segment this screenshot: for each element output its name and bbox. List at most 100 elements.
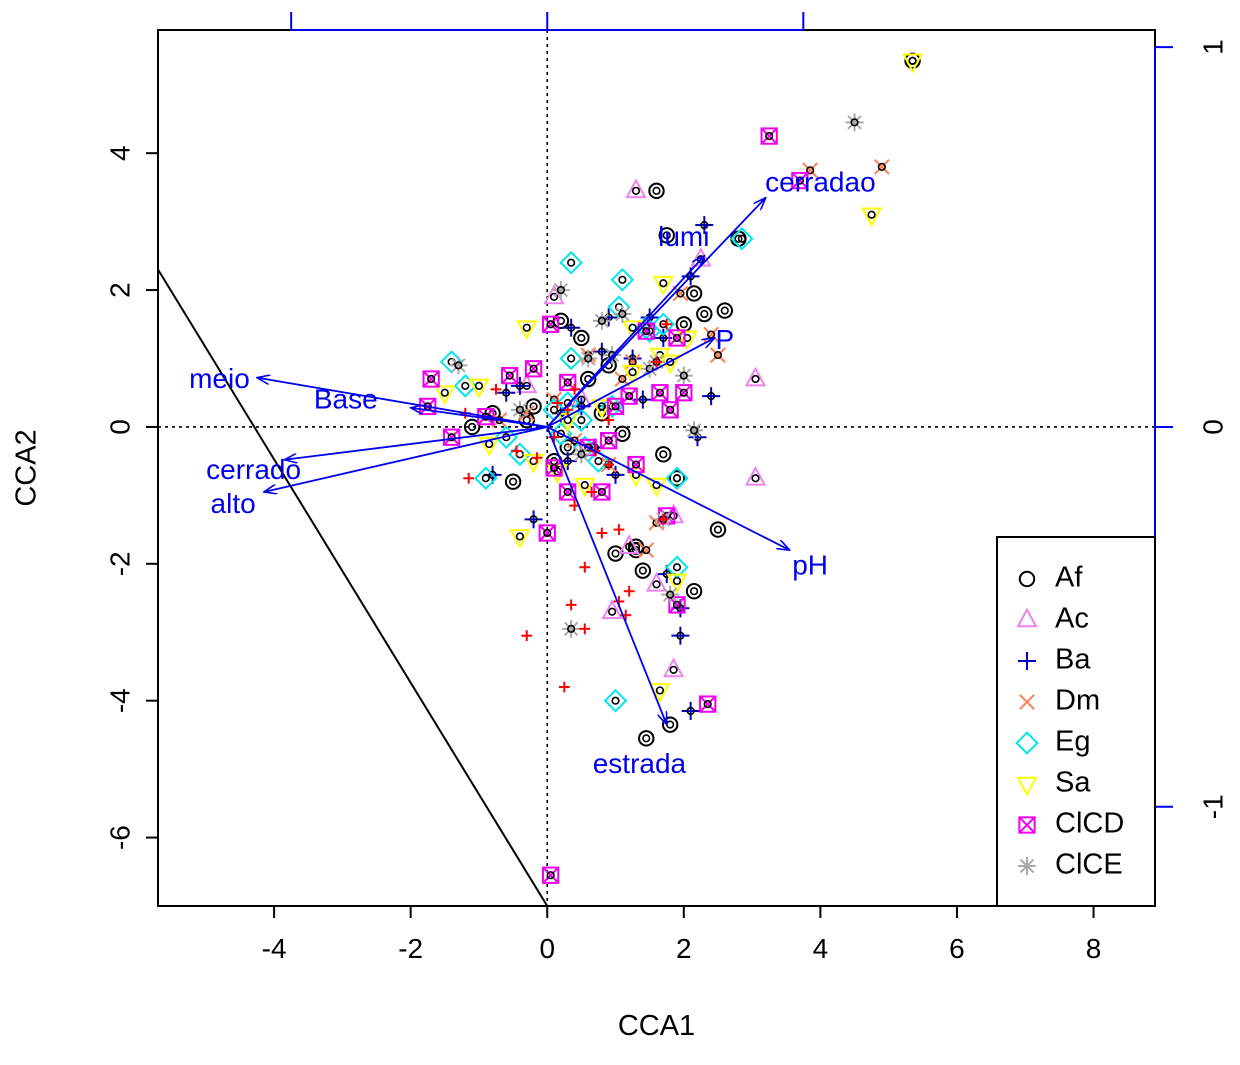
- point-sites: [531, 452, 543, 464]
- point-sites: [586, 486, 598, 498]
- point-centroid-marker: [666, 357, 675, 367]
- arrow-pH: [546, 426, 789, 550]
- point-af: [668, 470, 686, 487]
- point-centroid-marker: [713, 350, 723, 360]
- point-clcd: [661, 401, 679, 419]
- point-centroid-marker: [686, 272, 695, 281]
- point-centroid-marker: [686, 706, 695, 716]
- point-ba: [702, 387, 721, 406]
- point-centroid-marker: [625, 392, 634, 401]
- point-clce: [674, 366, 693, 385]
- point-clce: [551, 281, 570, 300]
- point-centroid-marker: [672, 474, 682, 483]
- point-centroid-marker: [474, 381, 484, 390]
- point-sa: [649, 683, 671, 703]
- point-centroid-marker: [672, 333, 682, 343]
- point-centroid-marker: [597, 347, 606, 356]
- point-centroid-marker: [570, 436, 579, 445]
- arrow-cerradao: [546, 198, 766, 428]
- point-centroid-marker: [628, 323, 637, 332]
- arrow-meio: [257, 378, 548, 428]
- point-centroid-marker: [666, 405, 675, 414]
- point-centroid-marker: [679, 388, 688, 397]
- point-eg: [665, 466, 689, 491]
- point-centroid-marker: [751, 374, 760, 384]
- point-ac: [645, 571, 668, 592]
- y-tick-label: 2: [104, 282, 135, 298]
- right-axis-tick-label: 0: [1197, 419, 1228, 435]
- point-centroid-marker: [577, 450, 586, 459]
- x-tick-label: -2: [398, 933, 423, 964]
- point-sa: [574, 477, 596, 498]
- point-centroid-marker: [604, 436, 613, 445]
- point-centroid-marker: [529, 364, 538, 373]
- point-clce: [579, 349, 598, 368]
- point-centroid-marker: [488, 470, 497, 479]
- point-ac: [662, 657, 685, 678]
- point-centroid-marker: [652, 580, 661, 589]
- point-sites: [565, 599, 577, 611]
- point-centroid-marker: [440, 388, 449, 397]
- point-centroid-marker: [737, 234, 746, 243]
- point-sa: [666, 573, 688, 594]
- arrow-label-pH: pH: [792, 550, 828, 581]
- point-centroid-marker: [454, 361, 463, 370]
- point-centroid-marker: [618, 309, 627, 319]
- point-ba: [524, 510, 543, 529]
- point-centroid-marker: [850, 118, 859, 127]
- point-sa: [621, 364, 644, 385]
- point-centroid-marker: [546, 871, 555, 880]
- point-centroid-marker: [529, 402, 538, 411]
- point-clcd: [538, 524, 556, 542]
- arrow-label-Base: Base: [314, 383, 378, 414]
- point-clce: [661, 585, 680, 604]
- point-clcd: [791, 171, 809, 190]
- arrow-lumi: [546, 256, 704, 428]
- legend-symbol-eg: [1015, 731, 1039, 755]
- point-centroid-marker: [720, 306, 729, 315]
- arrow-label-lumi: lumi: [658, 221, 709, 252]
- point-centroid-marker: [515, 532, 525, 541]
- x-tick-label: 6: [949, 933, 965, 964]
- point-centroid-marker: [597, 316, 606, 325]
- point-af: [634, 562, 652, 579]
- arrow-label-alto: alto: [211, 488, 256, 519]
- legend-box: [996, 536, 1156, 907]
- point-clcd: [422, 370, 440, 388]
- point-clce: [592, 311, 611, 330]
- legend-symbol-clcd: [1018, 816, 1036, 834]
- legend-label: Sa: [1055, 767, 1091, 799]
- point-ba: [510, 376, 529, 395]
- point-centroid-marker: [597, 487, 606, 497]
- point-centroid-marker: [508, 477, 518, 486]
- y-axis-title: CCA2: [11, 429, 43, 506]
- point-sites: [569, 383, 580, 395]
- point-centroid-marker: [447, 433, 456, 442]
- arrow-P: [546, 338, 714, 428]
- point-eg: [603, 688, 628, 713]
- y-tick-label: 0: [104, 419, 135, 435]
- legend-symbol-af: [1018, 570, 1036, 588]
- point-centroid-marker: [549, 463, 559, 473]
- point-clce: [572, 445, 591, 464]
- point-clce: [562, 619, 581, 638]
- point-ba: [671, 626, 690, 645]
- point-sa: [649, 347, 671, 368]
- point-sites: [558, 681, 570, 693]
- point-centroid-marker: [700, 309, 709, 319]
- point-ba: [497, 383, 516, 402]
- legend-symbol-ba: [1018, 652, 1036, 670]
- point-sites: [463, 472, 475, 484]
- point-ac: [744, 366, 767, 387]
- point-clcd: [651, 384, 669, 402]
- point-centroid-marker: [659, 279, 668, 288]
- point-clcd: [620, 387, 638, 405]
- arrow-label-P: P: [715, 324, 734, 355]
- point-centroid-marker: [638, 566, 647, 575]
- point-sa: [434, 385, 456, 406]
- point-dm: [638, 542, 655, 559]
- point-clce: [845, 113, 864, 132]
- point-centroid-marker: [584, 443, 593, 452]
